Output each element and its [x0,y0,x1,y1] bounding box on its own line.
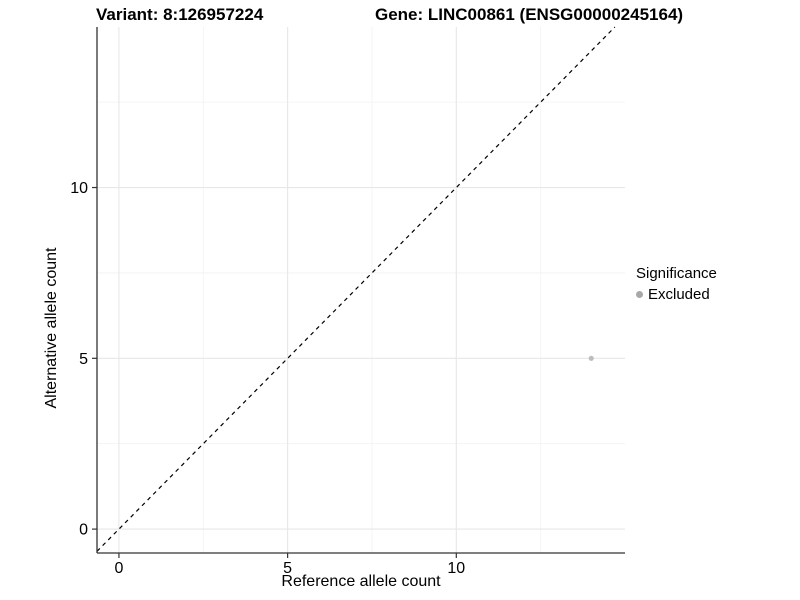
legend-item-excluded: Excluded [636,286,717,303]
x-axis-label: Reference allele count [281,573,441,590]
scatter-plot-canvas: 0 5 10 0 5 10 [70,26,625,577]
y-axis-label: Alternative allele count [43,247,60,409]
legend: Significance Excluded [636,265,717,303]
y-tick-label: 10 [70,180,88,197]
legend-item-label: Excluded [648,286,710,303]
excluded-point-icon [636,291,643,298]
x-tick-label: 10 [447,560,465,577]
variant-title: Variant: 8:126957224 [96,5,264,24]
plot-panel: 0 5 10 0 5 10 [70,26,625,577]
x-tick-label: 5 [283,560,292,577]
y-tick-label: 5 [79,351,88,368]
x-tick-label: 0 [114,560,123,577]
data-point [588,355,594,361]
y-tick-label: 0 [79,522,88,539]
legend-title: Significance [636,265,717,282]
gene-title: Gene: LINC00861 (ENSG00000245164) [375,5,684,24]
identity-reference-line [96,26,616,552]
